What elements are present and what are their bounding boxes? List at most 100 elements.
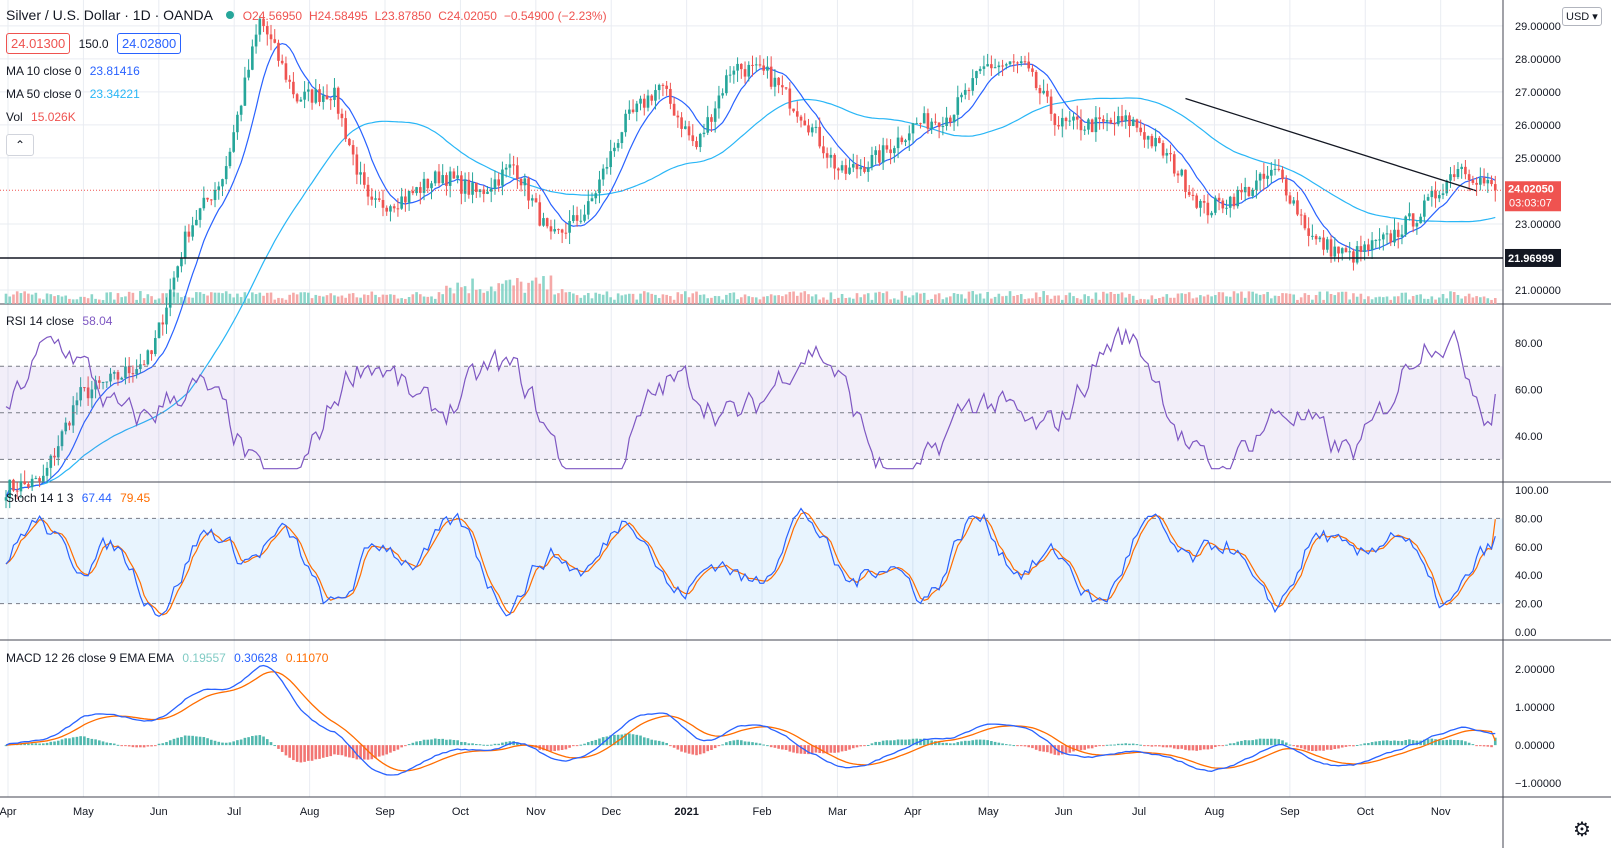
macd-hist-bar — [98, 740, 101, 746]
macd-hist-bar — [1154, 745, 1157, 747]
gear-icon[interactable]: ⚙ — [1573, 819, 1591, 841]
candle-body — [1176, 173, 1180, 176]
volume-bar — [911, 295, 915, 304]
chevron-up-icon: ⌃ — [14, 138, 26, 152]
ask-price[interactable]: 24.02800 — [116, 33, 182, 54]
stoch-legend[interactable]: Stoch 14 1 3 67.44 79.45 — [6, 491, 155, 505]
macd-hist-bar — [945, 742, 948, 746]
time-axis-label: Jun — [150, 806, 168, 818]
candle-body — [68, 422, 71, 426]
candle-body — [766, 66, 769, 71]
symbol-title[interactable]: Silver / U.S. Dollar · 1D · OANDA O24.56… — [6, 7, 612, 23]
candle-body — [1396, 229, 1400, 237]
volume-bar — [336, 296, 340, 304]
macd-hist-bar — [646, 738, 650, 746]
candle-body — [523, 178, 527, 186]
candle-body — [1311, 235, 1314, 237]
macd-hist-bar — [430, 739, 433, 746]
candle-body — [721, 93, 724, 96]
volume-bar — [86, 298, 90, 304]
candle-body — [1120, 116, 1124, 122]
candle-body — [1340, 248, 1344, 254]
candle-body — [598, 179, 601, 194]
macd-hist-bar — [1228, 743, 1232, 746]
candle-body — [1214, 197, 1217, 213]
macd-hist-bar — [407, 744, 411, 746]
volume-bar — [1292, 294, 1296, 304]
volume-bar — [377, 297, 381, 304]
candle-body — [1161, 143, 1165, 156]
candle-body — [1090, 119, 1094, 133]
volume-bar — [553, 294, 556, 304]
macd-hist-bar — [1012, 745, 1016, 747]
candle-body — [978, 68, 982, 72]
candle-body — [1087, 119, 1090, 130]
candle-body — [407, 190, 411, 203]
volume-bar — [624, 294, 627, 304]
candle-body — [803, 120, 807, 126]
candle-body — [90, 389, 94, 399]
volume-bar — [433, 298, 437, 304]
macd-hist-bar — [68, 738, 71, 746]
macd-hist-bar — [1449, 739, 1452, 746]
macd-hist-bar — [34, 743, 38, 746]
macd-hist-bar — [336, 745, 340, 755]
candle-body — [273, 39, 277, 43]
rsi-legend[interactable]: RSI 14 close 58.04 — [6, 314, 117, 328]
macd-hist-bar — [807, 745, 810, 755]
candle-body — [1195, 195, 1198, 208]
macd-hist-bar — [396, 745, 400, 750]
macd-hist-bar — [1396, 740, 1400, 746]
candle-body — [792, 108, 795, 112]
candle-body — [60, 431, 64, 447]
volume-bar — [340, 295, 344, 304]
volume-legend[interactable]: Vol 15.026K — [6, 110, 81, 124]
macd-hist-bar — [168, 740, 172, 746]
macd-hist-bar — [139, 745, 142, 748]
ma50-legend[interactable]: MA 50 close 0 23.34221 — [6, 87, 145, 101]
macd-hist-bar — [1352, 745, 1355, 747]
volume-bar — [572, 293, 575, 304]
bid-price[interactable]: 24.01300 — [6, 33, 71, 54]
macd-hist-bar — [1158, 745, 1161, 747]
volume-bar — [672, 299, 676, 304]
macd-hist-bar — [1247, 740, 1251, 746]
candle-body — [265, 26, 269, 35]
currency-selector[interactable]: USD ▾ — [1562, 7, 1602, 26]
macd-hist-bar — [236, 740, 239, 746]
ma10-legend[interactable]: MA 10 close 0 23.81416 — [6, 64, 145, 78]
macd-hist-bar — [628, 733, 631, 746]
volume-bar — [893, 298, 896, 304]
macd-legend[interactable]: MACD 12 26 close 9 EMA EMA 0.19557 0.306… — [6, 651, 333, 665]
macd-hist-bar — [680, 745, 683, 752]
volume-bar — [1161, 296, 1165, 304]
candle-body — [12, 479, 15, 491]
macd-hist-bar — [1087, 745, 1090, 749]
volume-bar — [1467, 293, 1471, 304]
volume-bar — [83, 296, 86, 304]
volume-bar — [1348, 299, 1352, 304]
volume-bar — [795, 295, 799, 304]
volume-bar — [329, 293, 333, 304]
macd-hist-bar — [560, 745, 564, 751]
macd-hist-bar — [900, 739, 904, 746]
volume-bar — [392, 294, 396, 304]
candle-body — [1143, 132, 1146, 140]
collapse-legend-button[interactable]: ⌃ — [6, 134, 34, 156]
macd-hist-bar — [157, 743, 161, 746]
volume-bar — [30, 294, 34, 304]
volume-bar — [183, 295, 187, 304]
candle-body — [1064, 117, 1068, 122]
candle-body — [1482, 177, 1486, 184]
volume-bar — [829, 292, 833, 304]
volume-bar — [1344, 291, 1348, 304]
volume-bar — [792, 291, 795, 304]
macd-hist-bar — [228, 742, 232, 746]
candle-body — [1437, 195, 1441, 199]
macd-hist-bar — [1046, 745, 1049, 753]
macd-hist-bar — [94, 739, 97, 746]
macd-hist-bar — [180, 737, 183, 746]
volume-bar — [109, 292, 112, 304]
candle-body — [15, 490, 19, 492]
